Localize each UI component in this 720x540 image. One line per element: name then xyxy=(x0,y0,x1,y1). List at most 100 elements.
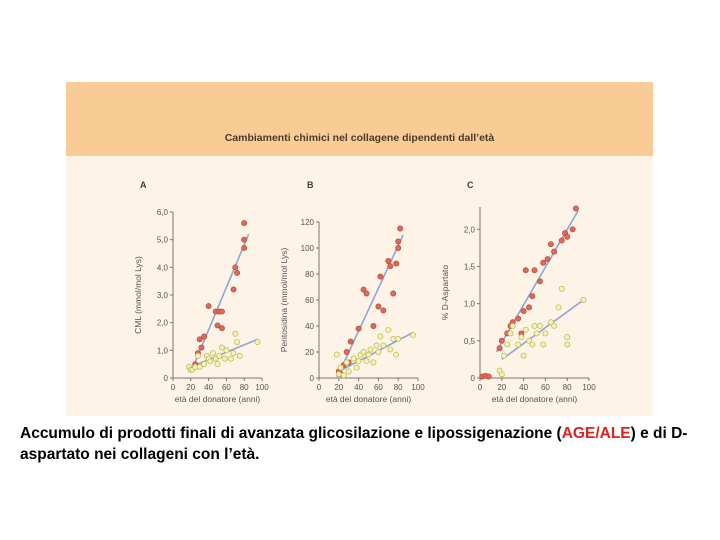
panel-a-x-tick-label: 80 xyxy=(240,383,249,392)
panel-a-y-tick-label: 3,0 xyxy=(157,291,169,300)
panel-c-point-red xyxy=(537,278,543,285)
figure-title-bar: Cambiamenti chimici nel collagene dipend… xyxy=(66,82,653,156)
panel-b-point-red xyxy=(360,286,367,293)
panel-b-y-tick-label: 100 xyxy=(301,244,315,253)
panel-a-point-red xyxy=(201,333,208,340)
panel-c-point-yellow xyxy=(555,304,562,311)
panel-b-point-red xyxy=(385,258,392,264)
panel-b-x-tick-label: 60 xyxy=(374,383,383,392)
slide-caption: Accumulo di prodotti finali di avanzata … xyxy=(20,423,700,465)
panel-c-point-yellow xyxy=(547,319,554,326)
panel-c-point-red xyxy=(496,345,503,352)
panel-c-point-yellow xyxy=(504,341,511,348)
panel-c-point-yellow xyxy=(540,341,547,348)
panel-b-point-yellow xyxy=(345,368,352,375)
panel-a-point-yellow xyxy=(196,363,203,370)
panel-c-point-red xyxy=(498,337,505,344)
panel-b-point-yellow xyxy=(387,346,394,353)
panel-b-point-red xyxy=(390,290,397,297)
panel-a-y-tick-label: 1,0 xyxy=(157,346,169,355)
panel-a-point-red xyxy=(241,236,248,243)
panel-a-point-red xyxy=(232,264,239,271)
panel-b-point-yellow xyxy=(373,342,380,349)
panel-c-point-yellow xyxy=(551,323,558,329)
panel-a-y-tick-label: 4,0 xyxy=(157,263,169,272)
panel-a-point-red xyxy=(218,308,225,315)
panel-a-point-yellow xyxy=(216,352,223,359)
panel-a-point-yellow xyxy=(227,355,234,362)
panel-a-x-axis-label: età del donatore (anni) xyxy=(175,394,261,404)
panel-a-y-axis-label: CML (mmol/mol Lys) xyxy=(133,256,143,334)
panel-c-y-tick-label: 0,5 xyxy=(464,337,476,346)
panel-a-x-tick-label: 0 xyxy=(171,383,176,392)
panel-b-point-yellow xyxy=(350,355,357,362)
panel-a-x-tick-label: 20 xyxy=(186,383,195,392)
panel-c-point-red xyxy=(529,293,536,300)
panel-b-point-yellow xyxy=(390,336,397,342)
caption-text-start: Accumulo di prodotti finali di avanzata … xyxy=(20,425,562,442)
panel-c-point-red xyxy=(569,226,576,233)
panel-a-point-red xyxy=(198,344,205,351)
panel-c-point-red xyxy=(522,267,529,274)
panel-a-point-yellow xyxy=(201,361,208,368)
panel-b-point-red xyxy=(375,303,382,310)
panel-c-point-red xyxy=(564,233,571,240)
panel-c-y-tick-label: 1,0 xyxy=(464,300,476,309)
panel-c-point-yellow xyxy=(580,296,587,303)
panel-b-point-yellow xyxy=(367,346,374,353)
panel-c-x-tick-label: 0 xyxy=(478,383,483,392)
panel-b-x-tick-label: 20 xyxy=(334,383,343,392)
panel-c-point-red xyxy=(551,248,558,255)
panel-b-point-red xyxy=(395,245,402,251)
panel-b-point-yellow xyxy=(385,326,392,333)
panel-c-y-axis-label: % D-Aspartato xyxy=(440,265,450,321)
panel-b-point-red xyxy=(377,273,384,280)
panel-a-point-yellow xyxy=(194,352,201,359)
panel-c-point-yellow xyxy=(501,352,507,359)
panel-b-point-yellow xyxy=(395,336,402,342)
panel-c-trend-line-yellow xyxy=(501,299,585,361)
panel-c-point-red xyxy=(520,308,527,315)
panel-c-point-red xyxy=(515,315,522,322)
panel-c-y-tick-label: 1,5 xyxy=(464,262,476,271)
panel-b-letter: B xyxy=(307,180,314,190)
panel-a-point-red xyxy=(218,325,225,332)
panel-c-point-yellow xyxy=(498,371,505,378)
panel-b-y-tick-label: 20 xyxy=(305,348,314,357)
figure-title: Cambiamenti chimici nel collagene dipend… xyxy=(224,132,495,144)
panel-b-x-tick-label: 100 xyxy=(411,383,425,392)
panel-b-y-tick-label: 40 xyxy=(305,322,314,331)
panel-c-point-red xyxy=(485,373,492,380)
panel-c-point-yellow xyxy=(522,326,529,333)
panel-a-point-red xyxy=(234,269,241,276)
panel-a-point-yellow xyxy=(214,361,221,368)
panel-b-point-red xyxy=(370,323,377,329)
panel-b-y-tick-label: 120 xyxy=(301,218,315,227)
panel-a-y-tick-label: 2,0 xyxy=(157,319,169,328)
panel-b-point-yellow xyxy=(360,349,367,355)
panel-b-x-tick-label: 40 xyxy=(354,383,363,392)
panel-a-point-yellow xyxy=(218,344,225,351)
panel-b-point-yellow xyxy=(343,359,350,366)
panel-b-point-yellow xyxy=(340,372,347,379)
panel-b-x-axis-label: età del donatore (anni) xyxy=(326,394,412,404)
panel-b-point-yellow xyxy=(393,351,400,358)
caption-highlight: AGE/ALE xyxy=(561,425,631,442)
panel-b-point-red xyxy=(393,260,400,267)
panel-c-x-tick-label: 100 xyxy=(582,383,596,392)
caption-text-end: ) e di D-aspartato nei collageni con l’e… xyxy=(20,425,688,463)
panel-a-point-yellow xyxy=(232,330,239,337)
panel-a-point-yellow xyxy=(254,339,261,345)
panel-c-letter: C xyxy=(467,180,474,190)
panel-c-point-yellow xyxy=(520,352,527,359)
panel-a-point-yellow xyxy=(230,350,237,357)
panel-c-x-tick-label: 40 xyxy=(519,383,528,392)
panel-b-point-red xyxy=(395,238,402,245)
panel-c-point-yellow xyxy=(507,330,514,337)
panel-b-point-yellow xyxy=(333,351,340,358)
panel-a-point-red xyxy=(241,220,248,227)
panel-b-point-yellow xyxy=(365,351,372,358)
panel-b-point-yellow xyxy=(353,364,360,371)
panel-b-y-tick-label: 80 xyxy=(305,270,314,279)
panel-a-x-tick-label: 40 xyxy=(204,383,213,392)
